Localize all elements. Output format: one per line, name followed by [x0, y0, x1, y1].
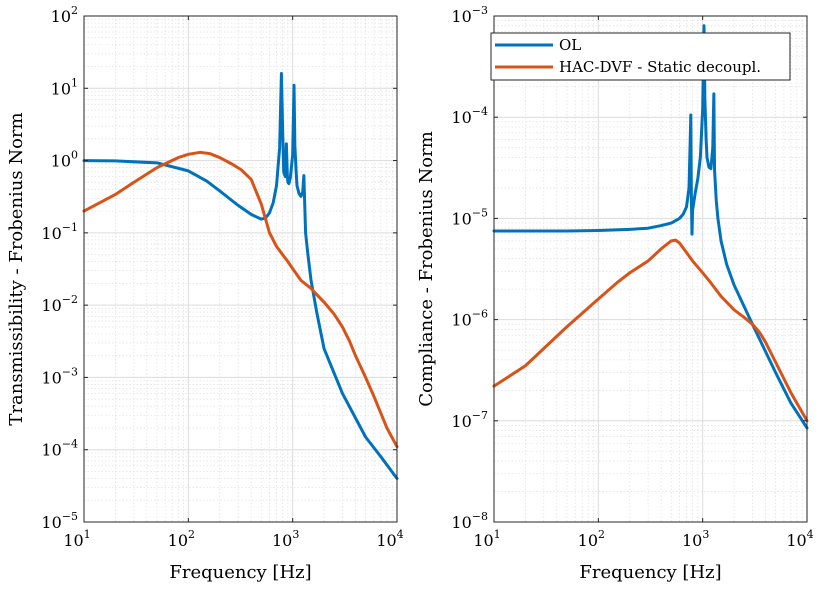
tick-exponent: 1 [84, 528, 91, 541]
panel-1-x-tick-label: 104 [786, 528, 813, 550]
tick-base: 10 [63, 531, 83, 550]
tick-exponent: −3 [62, 365, 78, 378]
tick-base: 10 [682, 531, 702, 550]
legend-label-0: OL [559, 36, 581, 54]
tick-exponent: 2 [598, 528, 605, 541]
tick-base: 10 [473, 531, 493, 550]
tick-base: 10 [272, 531, 292, 550]
panel-1-y-axis-label: Compliance - Frobenius Norm [416, 131, 437, 407]
tick-base: 10 [451, 7, 471, 26]
tick-exponent: −6 [472, 308, 488, 321]
panel-0-y-tick-label: 100 [51, 149, 78, 171]
tick-base: 10 [41, 513, 61, 532]
tick-exponent: −3 [472, 4, 488, 17]
tick-exponent: 1 [494, 528, 501, 541]
panel-0-x-tick-label: 104 [376, 528, 403, 550]
panel-0-y-tick-label: 10−1 [41, 221, 78, 243]
tick-base: 10 [168, 531, 188, 550]
tick-exponent: −4 [62, 438, 78, 451]
panel-0-series-line-1 [82, 150, 399, 449]
tick-base: 10 [578, 531, 598, 550]
panel-0-y-tick-label: 10−3 [41, 365, 78, 387]
panel-0-axes-box [83, 15, 398, 523]
tick-base: 10 [51, 7, 71, 26]
panel-0-series-line-0 [82, 72, 399, 480]
tick-exponent: 3 [702, 528, 709, 541]
panel-0-x-tick-label: 103 [272, 528, 299, 550]
tick-exponent: −5 [472, 206, 488, 219]
tick-exponent: −8 [472, 510, 488, 523]
tick-base: 10 [41, 441, 61, 460]
tick-base: 10 [41, 296, 61, 315]
legend-box [490, 32, 791, 81]
panel-0-y-tick-label: 10−5 [41, 510, 78, 532]
panel-1-x-axis-label: Frequency [Hz] [579, 562, 721, 583]
tick-base: 10 [51, 152, 71, 171]
tick-base: 10 [451, 412, 471, 431]
tick-base: 10 [41, 224, 61, 243]
tick-exponent: −7 [472, 409, 488, 422]
panel-0-x-tick-label: 102 [168, 528, 195, 550]
panel-0-plot-area [84, 16, 397, 522]
panel-1-series-line-1 [492, 238, 809, 423]
tick-exponent: 2 [188, 528, 195, 541]
tick-base: 10 [451, 209, 471, 228]
panel-0-y-tick-label: 101 [51, 76, 78, 98]
panel-1-legend: OL HAC-DVF - Static decoupl. [490, 32, 791, 81]
compliance-plot: 101 102 103 10410−810−710−610−510−410−3Freq… [416, 4, 814, 583]
tick-exponent: 3 [292, 528, 299, 541]
tick-base: 10 [41, 368, 61, 387]
tick-base: 10 [786, 531, 806, 550]
panel-1-plot-area [494, 16, 807, 522]
tick-exponent: 1 [71, 76, 78, 89]
tick-base: 10 [451, 108, 471, 127]
panel-1-y-tick-label: 10−3 [451, 4, 488, 26]
tick-exponent: −1 [62, 221, 78, 234]
panel-1-y-tick-label: 10−7 [451, 409, 488, 431]
panel-1-y-tick-label: 10−5 [451, 206, 488, 228]
panel-0-y-tick-label: 102 [51, 4, 78, 26]
panel-1-series-line-0 [492, 24, 809, 430]
panel-0-x-axis-label: Frequency [Hz] [169, 562, 311, 583]
panel-0-x-tick-label: 101 [63, 528, 90, 550]
transmissibility-plot: 101 102 103 10410−510−410−310−210−110010110… [6, 4, 404, 583]
tick-exponent: 4 [807, 528, 814, 541]
tick-exponent: 2 [71, 4, 78, 17]
tick-exponent: −2 [62, 293, 78, 306]
tick-base: 10 [451, 311, 471, 330]
panel-0-y-tick-label: 10−4 [41, 438, 78, 460]
panel-1-y-tick-label: 10−4 [451, 105, 488, 127]
panel-1-axes-box [493, 15, 808, 523]
tick-exponent: 4 [397, 528, 404, 541]
panel-0-y-tick-label: 10−2 [41, 293, 78, 315]
panel-1-x-tick-label: 102 [578, 528, 605, 550]
panel-1-x-tick-label: 101 [473, 528, 500, 550]
tick-base: 10 [51, 79, 71, 98]
tick-base: 10 [376, 531, 396, 550]
panel-1-y-tick-label: 10−6 [451, 308, 488, 330]
tick-exponent: −5 [62, 510, 78, 523]
panel-1-y-tick-label: 10−8 [451, 510, 488, 532]
tick-exponent: 0 [71, 149, 78, 162]
legend-label-1: HAC-DVF - Static decoupl. [559, 58, 761, 76]
panel-1-x-tick-label: 103 [682, 528, 709, 550]
tick-exponent: −4 [472, 105, 488, 118]
panel-0-y-axis-label: Transmissibility - Frobenius Norm [6, 112, 27, 425]
tick-base: 10 [451, 513, 471, 532]
